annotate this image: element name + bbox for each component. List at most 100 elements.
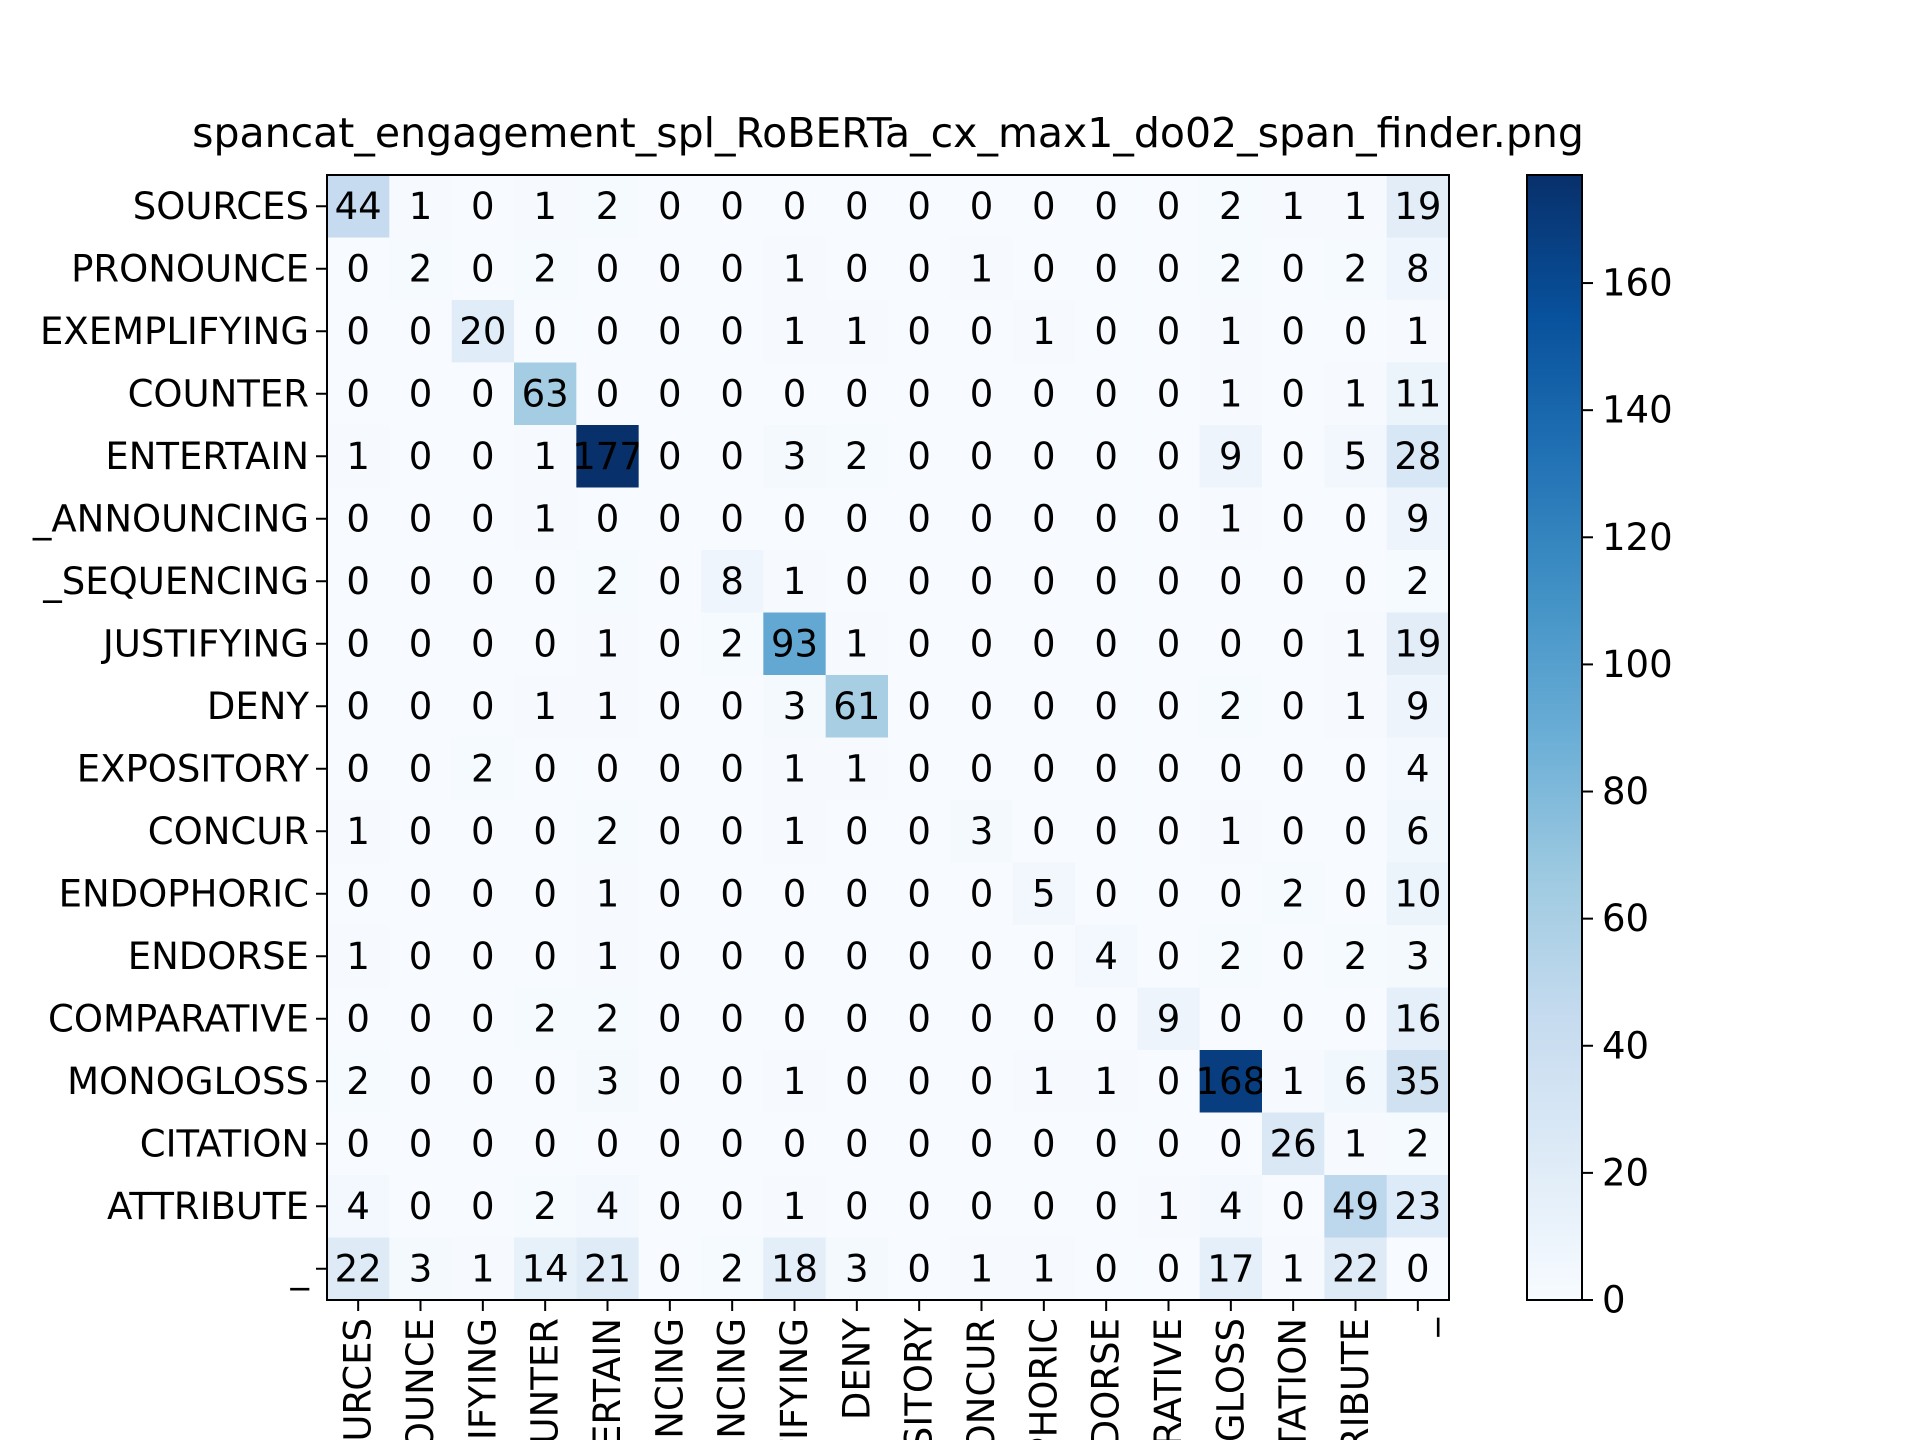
cell-label: 0	[845, 1060, 869, 1103]
cell-label: 1	[783, 560, 807, 603]
cell-label: 1	[783, 310, 807, 353]
cell-label: 0	[720, 1060, 744, 1103]
heatmap-cell	[327, 175, 390, 238]
heatmap-cell	[1012, 425, 1076, 488]
cell-label: 0	[1094, 185, 1118, 228]
heatmap-cell	[701, 1050, 764, 1113]
heatmap-cell	[825, 362, 889, 426]
cell-label: 0	[346, 747, 370, 790]
y-tick-label: ENDOPHORIC	[59, 872, 309, 915]
heatmap-cell	[451, 612, 515, 676]
heatmap-cell	[451, 925, 515, 988]
cell-label: 5	[1344, 435, 1368, 478]
heatmap-cell	[327, 362, 390, 426]
cell-label: 0	[658, 372, 682, 415]
heatmap-cell	[825, 1237, 889, 1301]
heatmap-cell	[389, 737, 453, 801]
heatmap-cell	[1075, 175, 1138, 238]
colorbar-tick-label: 80	[1602, 770, 1649, 813]
cell-label: 1	[1032, 1060, 1056, 1103]
heatmap-cell	[1012, 1112, 1076, 1176]
heatmap-cell	[514, 737, 577, 801]
heatmap-cell	[638, 300, 702, 363]
cell-label: 0	[1219, 622, 1243, 665]
heatmap-cell	[1386, 425, 1450, 488]
cell-label: 0	[970, 435, 994, 478]
heatmap-cell	[1324, 425, 1388, 488]
cell-label: 0	[409, 372, 433, 415]
heatmap-cell	[950, 1112, 1014, 1176]
cell-label: 1	[783, 810, 807, 853]
heatmap-cell	[701, 675, 764, 738]
plot-frame	[326, 174, 1450, 1301]
cell-label: 0	[658, 435, 682, 478]
x-tick-label: JUSTIFYING	[773, 1318, 816, 1440]
cell-label: 1	[783, 247, 807, 290]
cell-label: 0	[1281, 747, 1305, 790]
heatmap-cell	[950, 425, 1014, 488]
cell-label: 0	[845, 497, 869, 540]
x-tick-label: PRONOUNCE	[399, 1318, 442, 1440]
heatmap-cell	[1075, 737, 1138, 801]
cell-label: 2	[845, 435, 869, 478]
cell-label: 0	[907, 997, 931, 1040]
heatmap-cell	[327, 1237, 390, 1301]
cell-label: 0	[720, 497, 744, 540]
heatmap-cell	[1324, 612, 1388, 676]
cell-label: 0	[533, 872, 557, 915]
heatmap-cell	[888, 987, 951, 1051]
cell-label: 0	[596, 372, 620, 415]
heatmap-cell	[389, 175, 453, 238]
cell-label: 0	[1219, 997, 1243, 1040]
heatmap-cell	[389, 925, 453, 988]
heatmap-cell	[950, 1237, 1014, 1301]
cell-label: 0	[409, 747, 433, 790]
cell-label: 2	[471, 747, 495, 790]
cell-label: 0	[907, 435, 931, 478]
cell-label: 168	[1196, 1060, 1267, 1103]
cell-label: 0	[1032, 560, 1056, 603]
x-tick-label: ENDOPHORIC	[1022, 1318, 1065, 1440]
cell-label: 49	[1332, 1185, 1379, 1228]
cell-label: 0	[907, 1122, 931, 1165]
heatmap-cell	[451, 300, 515, 363]
heatmap-cell	[1386, 1237, 1450, 1301]
y-tick-label: PRONOUNCE	[71, 247, 309, 290]
heatmap-cell	[451, 175, 515, 238]
cell-label: 1	[845, 622, 869, 665]
heatmap-cell	[1012, 300, 1076, 363]
cell-label: 0	[471, 497, 495, 540]
heatmap-cell	[825, 175, 889, 238]
cell-label: 0	[1281, 247, 1305, 290]
x-tick-label: CONCUR	[960, 1318, 1003, 1440]
heatmap-cell	[1075, 487, 1138, 551]
cell-label: 0	[533, 622, 557, 665]
heatmap-cell	[950, 987, 1014, 1051]
cell-label: 0	[970, 497, 994, 540]
cell-label: 9	[1157, 997, 1181, 1040]
heatmap-cell	[1199, 1112, 1263, 1176]
cell-label: 0	[658, 685, 682, 728]
heatmap-cell	[1324, 550, 1388, 613]
heatmap-cell	[389, 675, 453, 738]
heatmap-cell	[327, 300, 390, 363]
cell-label: 0	[1157, 872, 1181, 915]
cell-label: 2	[596, 560, 620, 603]
cell-label: 0	[907, 497, 931, 540]
heatmap-cell	[1199, 175, 1263, 238]
heatmap-cell	[1075, 1050, 1138, 1113]
cell-label: 2	[533, 997, 557, 1040]
cell-label: 28	[1394, 435, 1441, 478]
heatmap-cell	[763, 862, 827, 926]
cell-label: 0	[1157, 185, 1181, 228]
heatmap-cell	[1262, 362, 1325, 426]
heatmap-cell	[1262, 425, 1325, 488]
heatmap-cell	[1199, 800, 1263, 863]
cell-label: 0	[409, 1060, 433, 1103]
y-tick-label: EXPOSITORY	[77, 747, 310, 790]
cell-label: 0	[970, 310, 994, 353]
cell-label: 0	[1094, 435, 1118, 478]
heatmap-cell	[389, 550, 453, 613]
heatmap-cell	[451, 800, 515, 863]
